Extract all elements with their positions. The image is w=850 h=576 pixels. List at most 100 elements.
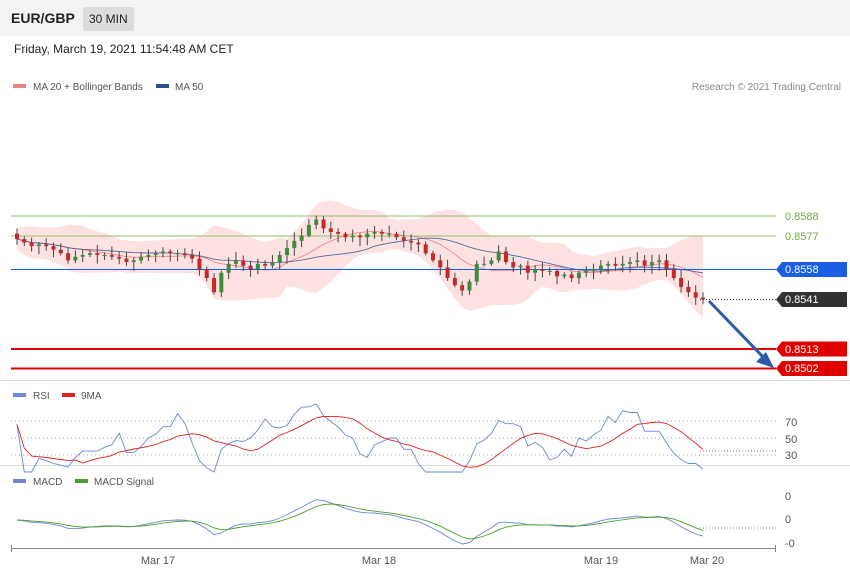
candle-body — [292, 240, 297, 248]
candle-body — [146, 255, 151, 257]
candle-body — [642, 260, 647, 266]
candle-body — [124, 258, 129, 263]
candle-body — [379, 231, 384, 234]
candle-body — [576, 272, 581, 279]
candle-body — [503, 251, 508, 263]
candle-body — [95, 253, 100, 256]
candle-body — [679, 278, 684, 287]
candle-body — [233, 260, 238, 264]
candle-body — [117, 256, 122, 259]
rsi-tick-70: 70 — [785, 417, 797, 429]
candle-body — [212, 278, 217, 293]
candle-body — [277, 255, 282, 263]
candle-body — [22, 239, 27, 243]
x-tick-mar17: Mar 17 — [141, 555, 175, 567]
candle-body — [255, 263, 260, 270]
ma50-line — [16, 237, 704, 274]
candle-body — [416, 242, 421, 245]
candle-body — [321, 219, 326, 229]
candle-body — [525, 265, 530, 273]
candle-body — [358, 235, 362, 238]
price-badge-current — [776, 292, 847, 307]
rsi-legend-label: RSI — [33, 391, 50, 402]
candle-body — [139, 256, 144, 261]
candle-body — [445, 267, 450, 279]
candle-body — [620, 263, 625, 266]
candle-body — [343, 233, 348, 238]
ma20-legend-swatch — [13, 84, 26, 88]
candle-body — [671, 269, 676, 279]
candle-body — [430, 253, 435, 261]
candle-body — [387, 233, 392, 235]
candle-body — [591, 269, 596, 271]
price-badge-red-1 — [776, 341, 847, 357]
candle-body — [664, 260, 669, 270]
macd-signal-legend-label: MACD Signal — [94, 477, 154, 488]
candle-body — [649, 262, 654, 266]
candle-body — [584, 270, 589, 273]
candle-body — [44, 244, 49, 247]
candle-body — [328, 228, 333, 232]
candle-body — [263, 263, 268, 266]
symbol-label: EUR/GBP — [11, 10, 75, 26]
candle-body — [540, 269, 545, 271]
candle-body — [51, 246, 56, 250]
candle-body — [657, 260, 662, 263]
candle-body — [394, 233, 399, 238]
candle-body — [197, 258, 202, 270]
forecast-arrow-shaft — [707, 299, 766, 360]
candle-body — [66, 253, 71, 261]
macd-tick-mid: 0 — [785, 514, 791, 526]
chart-timestamp: Friday, March 19, 2021 11:54:48 AM CET — [14, 42, 234, 56]
candle-body — [401, 237, 406, 241]
ma50-legend-label: MA 50 — [175, 82, 204, 93]
candle-body — [635, 260, 640, 263]
candle-body — [299, 235, 304, 241]
candle-body — [518, 265, 523, 268]
bollinger-band — [17, 200, 703, 318]
candle-body — [460, 285, 465, 291]
candle-body — [80, 255, 85, 257]
timeframe-button[interactable]: 30 MIN — [83, 7, 134, 31]
candle-body — [606, 263, 611, 266]
candle-body — [467, 281, 472, 291]
level-label-0-8502: 0.8502 — [785, 363, 819, 375]
macd-line — [16, 499, 704, 545]
candle-body — [613, 263, 618, 266]
candle-body — [219, 272, 224, 293]
candlestick-series — [15, 215, 705, 305]
candle-body — [686, 286, 691, 293]
rsi-line — [16, 403, 704, 473]
candle-body — [569, 274, 574, 279]
candle-body — [109, 255, 114, 257]
price-badge-red-2 — [776, 361, 847, 376]
forecast-arrow-head — [756, 352, 774, 368]
candle-body — [58, 249, 63, 254]
price-badge-blue — [776, 262, 847, 277]
macd-signal-line — [16, 503, 704, 540]
rsi-ma-legend-label: 9MA — [81, 391, 102, 402]
candle-body — [555, 270, 560, 277]
macd-legend-swatch — [13, 479, 26, 483]
candle-body — [160, 251, 165, 254]
candle-body — [452, 278, 457, 286]
candle-body — [168, 251, 173, 254]
candle-body — [175, 253, 180, 255]
rsi-legend-swatch — [13, 393, 26, 397]
rsi-tick-50: 50 — [785, 434, 797, 446]
candle-body — [270, 262, 275, 266]
rsi-ma-line — [16, 415, 704, 468]
ma20-line — [16, 230, 704, 278]
candle-body — [182, 253, 187, 256]
candle-body — [628, 262, 633, 264]
candle-body — [87, 253, 92, 256]
macd-tick-bottom: -0 — [785, 538, 795, 550]
x-tick-mar18: Mar 18 — [362, 555, 396, 567]
candle-body — [496, 251, 501, 261]
macd-legend-label: MACD — [33, 477, 62, 488]
candle-body — [248, 265, 253, 270]
candle-body — [562, 274, 567, 277]
candle-body — [190, 255, 195, 259]
